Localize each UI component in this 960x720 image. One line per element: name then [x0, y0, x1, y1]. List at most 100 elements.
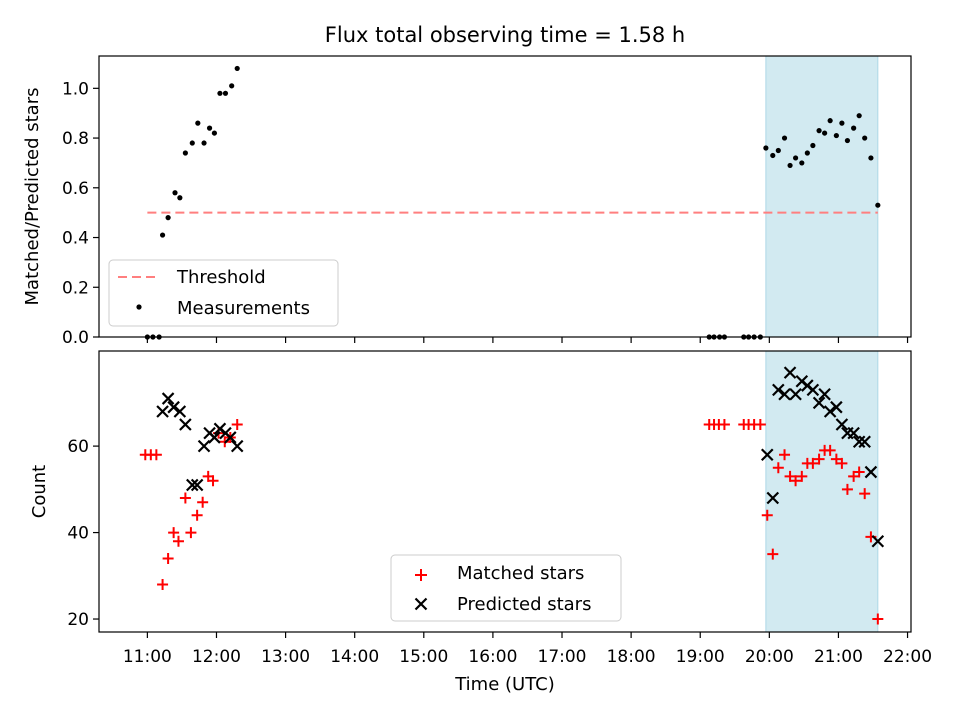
predicted-star-point: [208, 431, 221, 444]
count-points: [139, 366, 885, 625]
chart-title: Flux total observing time = 1.58 h: [325, 23, 685, 47]
measurement-point: [787, 162, 793, 169]
predicted-star-point: [224, 431, 237, 444]
measurement-point: [177, 195, 183, 201]
top-plot-frame: [98, 55, 912, 338]
legend-box: [390, 554, 622, 622]
predicted-star-point: [173, 405, 187, 418]
matched-star-point: [207, 475, 219, 487]
predicted-star-point: [167, 400, 180, 414]
measurement-point: [839, 120, 845, 126]
measurement-point: [172, 190, 178, 196]
measurement-point: [833, 132, 839, 139]
matched-star-point: [830, 453, 842, 465]
predicted-star-point: [161, 392, 175, 405]
measurement-point: [159, 232, 166, 238]
predicted-star-point: [812, 396, 826, 410]
predicted-star-point: [760, 448, 774, 462]
matched-star-point: [824, 444, 836, 456]
predicted-star-point: [197, 439, 211, 453]
predicted-star-point: [818, 387, 831, 401]
measurement-point: [810, 142, 816, 149]
y-tick-label: 0.8: [62, 129, 89, 149]
measurement-point: [775, 147, 781, 154]
measurement-point: [234, 65, 240, 72]
y-tick-label: 0.0: [62, 328, 89, 348]
predicted-star-point: [190, 478, 204, 492]
predicted-star-point: [766, 491, 780, 505]
predicted-star-point: [179, 418, 192, 431]
measurement-point: [844, 137, 851, 144]
measurement-point: [804, 150, 810, 156]
x-tick-label: 17:00: [538, 647, 587, 667]
measurement-point: [792, 155, 799, 161]
measurement-point: [781, 135, 788, 141]
legend-matched-swatch: [415, 569, 427, 581]
matched-star-point: [168, 527, 180, 539]
measurement-point: [206, 125, 213, 131]
y-tick-label: 20: [67, 610, 89, 630]
x-tick-label: 15:00: [399, 647, 448, 667]
measurement-point: [195, 120, 201, 126]
matched-star-point: [772, 462, 784, 474]
top-legend: Threshold Measurements: [108, 259, 339, 327]
top-x-ticks: [146, 337, 909, 343]
top-y-ticks: 0.0 0.2 0.4 0.6 0.8 1.0: [62, 79, 99, 348]
matched-star-point: [853, 466, 865, 478]
matched-star-point: [836, 457, 848, 469]
matched-star-point: [796, 470, 808, 482]
measurement-point: [763, 145, 769, 151]
predicted-star-point: [852, 435, 866, 449]
x-tick-label: 12:00: [192, 647, 241, 667]
predicted-star-point: [806, 383, 820, 397]
legend-threshold-label: Threshold: [176, 267, 266, 288]
matched-star-point: [191, 509, 203, 521]
matched-star-point: [813, 453, 825, 465]
matched-star-point: [162, 553, 174, 565]
matched-star-point: [767, 548, 779, 560]
matched-star-point: [841, 483, 853, 495]
measurement-point: [217, 90, 223, 96]
x-axis-label: Time (UTC): [454, 674, 555, 695]
measurement-point: [822, 130, 828, 136]
matched-star-point: [754, 418, 766, 430]
measurement-point: [182, 150, 188, 156]
shaded-observing-window: [765, 55, 879, 338]
legend-matched-label: Matched stars: [457, 563, 584, 584]
measurement-point: [856, 113, 862, 119]
measurement-point: [851, 125, 857, 131]
measurement-point: [827, 118, 833, 124]
measurement-points: [144, 65, 881, 340]
top-y-axis-label: Matched/Predicted stars: [22, 88, 43, 306]
matched-star-point: [157, 578, 169, 590]
predicted-star-point: [778, 387, 791, 401]
matched-star-point: [790, 475, 802, 487]
x-tick-label: 21:00: [814, 647, 863, 667]
measurement-point: [211, 130, 218, 136]
predicted-star-point: [789, 387, 802, 401]
measurement-point: [862, 135, 868, 141]
bottom-y-axis-label: Count: [29, 465, 50, 518]
legend-box: [108, 259, 339, 327]
predicted-star-point: [823, 405, 837, 418]
matched-star-point: [150, 449, 162, 461]
y-tick-label: 0.6: [62, 179, 89, 199]
matched-star-point: [872, 613, 884, 625]
y-tick-label: 0.2: [62, 278, 89, 298]
measurement-point: [799, 160, 805, 166]
predicted-star-point: [864, 465, 878, 479]
legend-predicted-swatch: [414, 597, 428, 611]
predicted-star-point: [835, 418, 849, 431]
predicted-star-point: [156, 405, 169, 418]
x-tick-label: 22:00: [883, 647, 932, 667]
x-tick-label: 18:00: [607, 647, 656, 667]
y-tick-label: 40: [67, 524, 89, 544]
predicted-star-point: [847, 426, 860, 440]
x-tick-label: 13:00: [261, 647, 310, 667]
matched-star-point: [779, 449, 791, 461]
bottom-y-ticks: 20 40 60: [67, 437, 99, 630]
legend-measurements-label: Measurements: [177, 298, 310, 319]
matched-star-point: [848, 470, 860, 482]
measurement-point: [770, 152, 776, 159]
